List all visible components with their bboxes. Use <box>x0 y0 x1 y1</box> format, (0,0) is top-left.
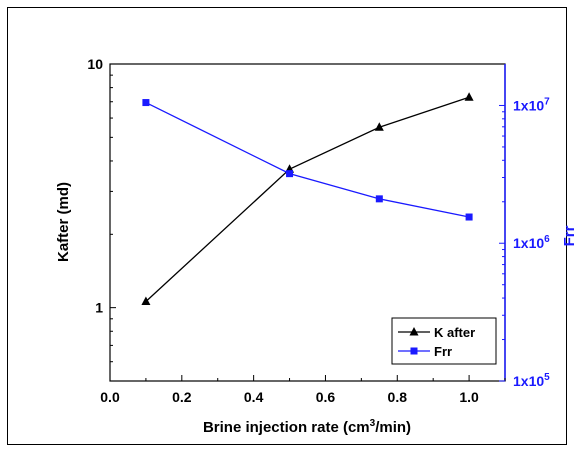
right-tick-label: 1x106 <box>513 234 550 251</box>
frr-point <box>375 195 383 203</box>
frr-point <box>465 213 473 221</box>
x-axis-title-main: Brine injection rate (cm <box>203 419 370 436</box>
x-axis-title: Brine injection rate (cm3/min) <box>203 418 411 436</box>
x-tick-label: 0.6 <box>316 389 336 405</box>
x-tick-label: 0.4 <box>244 389 264 405</box>
legend-frr-label: Frr <box>434 344 452 359</box>
x-tick-label: 0.0 <box>100 389 120 405</box>
frr-line <box>145 101 470 218</box>
right-tick-label: 1x105 <box>513 372 550 389</box>
k-after-point <box>374 122 384 131</box>
legend: K after Frr <box>391 317 497 365</box>
x-axis-title-superscript: 3 <box>370 418 376 429</box>
figure-frame <box>7 7 567 445</box>
left-tick-label: 10 <box>87 56 103 72</box>
legend-frr-marker <box>410 347 418 355</box>
left-y-axis-ticks: 1 10 <box>87 56 116 363</box>
x-tick-label: 1.0 <box>459 389 479 405</box>
right-tick-label: 1x107 <box>513 96 550 113</box>
frr-point <box>286 170 294 178</box>
k-after-point <box>141 296 151 305</box>
legend-box <box>391 317 497 365</box>
right-y-axis-title: Frr <box>561 225 576 246</box>
x-tick-label: 0.8 <box>388 389 408 405</box>
left-tick-label: 1 <box>95 300 103 316</box>
k-after-point <box>464 92 474 101</box>
frr-point <box>142 99 150 107</box>
legend-k-after-label: K after <box>434 325 475 340</box>
right-y-axis-ticks: 1x105 1x106 1x107 <box>499 96 550 389</box>
left-y-axis-title: Kafter (md) <box>55 182 72 262</box>
x-tick-label: 0.2 <box>172 389 192 405</box>
legend-k-after-marker <box>409 327 419 336</box>
k-after-line <box>145 96 470 302</box>
x-axis-title-suffix: /min) <box>375 419 411 436</box>
x-axis-ticks: 0.0 0.2 0.4 0.6 0.8 1.0 <box>100 375 506 405</box>
series-layer <box>141 92 474 305</box>
